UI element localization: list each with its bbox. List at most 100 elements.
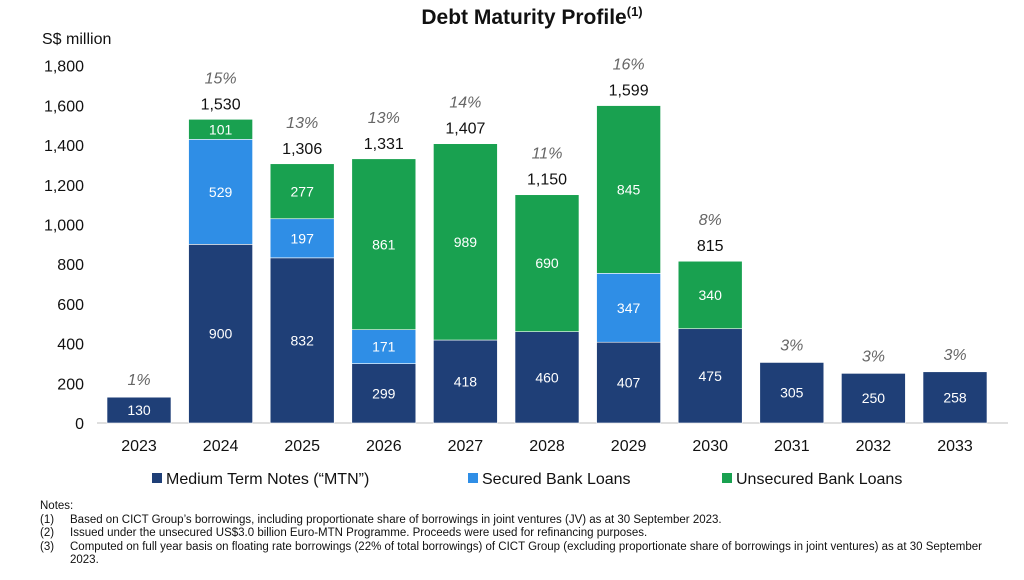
- bar-segment-2025-0: [269, 257, 335, 424]
- bar-segment-2029-2: [596, 105, 661, 274]
- bar-percentage-label: 13%: [286, 115, 318, 132]
- bar-percentage-label: 15%: [205, 70, 237, 87]
- note-row: (2) Issued under the unsecured US$3.0 bil…: [40, 527, 1000, 541]
- segment-label: 407: [617, 375, 641, 391]
- segment-label: 250: [862, 390, 886, 406]
- x-tick-label: 2027: [448, 438, 484, 455]
- chart-title: Debt Maturity Profile(1): [0, 4, 1024, 30]
- bar-segment-2027-2: [433, 143, 498, 341]
- legend-swatch: [152, 473, 162, 483]
- segment-label: 258: [943, 389, 967, 405]
- bar-segment-2026-0: [351, 363, 417, 424]
- note-text: Based on CICT Group’s borrowings, includ…: [70, 513, 722, 526]
- y-tick-label: 1,800: [44, 59, 84, 76]
- bar-segment-2026-1: [351, 329, 417, 364]
- bar-total-label: 1,150: [527, 172, 567, 189]
- bar-segment-2025-1: [269, 218, 335, 259]
- segment-label: 475: [699, 368, 723, 384]
- bar-total-label: 1,306: [282, 141, 322, 158]
- bar-percentage-label: 3%: [862, 348, 885, 365]
- segment-label: 460: [535, 369, 559, 385]
- y-tick-label: 1,200: [44, 178, 84, 195]
- bar-percentage-label: 11%: [532, 146, 563, 163]
- segment-label: 340: [699, 287, 723, 303]
- bar-total-label: 1,530: [201, 96, 241, 113]
- bar-segment-2027-0: [433, 339, 498, 424]
- bar-segment-2029-1: [596, 273, 661, 343]
- bar-percentage-label: 3%: [780, 337, 803, 354]
- segment-label: 989: [454, 234, 478, 250]
- bar-segment-2023-0: [106, 396, 172, 424]
- bar-percentage-label: 16%: [613, 57, 645, 74]
- segment-label: 690: [535, 255, 559, 271]
- y-tick-label: 400: [57, 337, 84, 354]
- x-tick-label: 2028: [529, 438, 565, 455]
- bar-total-label: 1,599: [609, 83, 649, 100]
- legend-entry: Medium Term Notes (“MTN”): [166, 471, 369, 488]
- x-tick-label: 2023: [121, 438, 157, 455]
- bar-segment-2030-0: [677, 328, 743, 424]
- bar-total-label: 815: [697, 238, 724, 255]
- segment-label: 299: [372, 385, 396, 401]
- bar-segment-2033-0: [922, 371, 988, 424]
- bar-segment-2024-2: [188, 118, 253, 140]
- bar-segment-2030-2: [677, 260, 743, 330]
- note-row: (1) Based on CICT Group’s borrowings, inc…: [40, 514, 1000, 528]
- legend-entry: Unsecured Bank Loans: [736, 471, 902, 488]
- segment-label: 101: [209, 121, 233, 137]
- segment-label: 305: [780, 385, 804, 401]
- note-number: (2): [40, 527, 55, 540]
- x-tick-label: 2030: [692, 438, 728, 455]
- bar-percentage-label: 8%: [699, 212, 722, 229]
- bar-segment-2028-0: [514, 331, 580, 424]
- legend-swatch: [468, 473, 478, 483]
- legend-entry: Secured Bank Loans: [482, 471, 631, 488]
- bar-segment-2032-0: [841, 373, 906, 424]
- bar-segment-2026-2: [351, 158, 417, 331]
- bar-total-label: 1,331: [364, 136, 404, 153]
- bar-segment-2024-1: [188, 139, 253, 245]
- chart-title-text: Debt Maturity Profile: [421, 6, 627, 29]
- y-tick-label: 200: [57, 376, 84, 393]
- bar-percentage-label: 13%: [368, 110, 400, 127]
- bar-percentage-label: 14%: [449, 95, 481, 112]
- notes-list: (1) Based on CICT Group’s borrowings, inc…: [40, 514, 1000, 568]
- segment-label: 900: [209, 326, 233, 342]
- x-tick-label: 2029: [611, 438, 647, 455]
- y-tick-label: 1,000: [44, 218, 84, 235]
- y-tick-label: 0: [75, 416, 84, 433]
- bar-percentage-label: 1%: [127, 372, 150, 389]
- bar-segment-2029-0: [596, 341, 661, 424]
- bar-segment-2028-2: [514, 194, 580, 332]
- y-tick-label: 1,600: [44, 98, 84, 115]
- debt-maturity-chart: S$ million 0 200 400 600 800 1,000 1,200 1,400 1,…: [42, 31, 1008, 488]
- bar-segment-2031-0: [759, 362, 825, 424]
- y-tick-label: 600: [57, 297, 84, 314]
- x-tick-label: 2033: [937, 438, 973, 455]
- segment-label: 529: [209, 184, 233, 200]
- x-tick-label: 2025: [284, 438, 320, 455]
- bar-total-label: 1,407: [445, 121, 485, 138]
- segment-label: 832: [291, 332, 315, 348]
- segment-label: 171: [372, 339, 396, 355]
- segment-label: 861: [372, 236, 396, 252]
- note-text: Issued under the unsecured US$3.0 billio…: [70, 527, 648, 540]
- x-tick-label: 2026: [366, 438, 402, 455]
- notes-section: Notes: (1) Based on CICT Group’s borrowin…: [40, 500, 1000, 568]
- segment-label: 130: [127, 402, 151, 418]
- y-tick-label: 800: [57, 257, 84, 274]
- segment-label: 845: [617, 181, 641, 197]
- legend-swatch: [722, 473, 732, 483]
- segment-label: 347: [617, 300, 641, 316]
- x-tick-label: 2031: [774, 438, 810, 455]
- note-text: Computed on full year basis on floating …: [70, 540, 982, 567]
- segment-label: 277: [291, 183, 315, 199]
- note-row: (3) Computed on full year basis on floati…: [40, 541, 1000, 568]
- bar-segment-2025-2: [269, 163, 335, 220]
- note-number: (3): [40, 540, 55, 553]
- x-tick-label: 2032: [856, 438, 892, 455]
- y-axis-label: S$ million: [42, 31, 111, 48]
- note-number: (1): [40, 513, 55, 526]
- segment-label: 197: [291, 230, 315, 246]
- segment-label: 418: [454, 374, 478, 390]
